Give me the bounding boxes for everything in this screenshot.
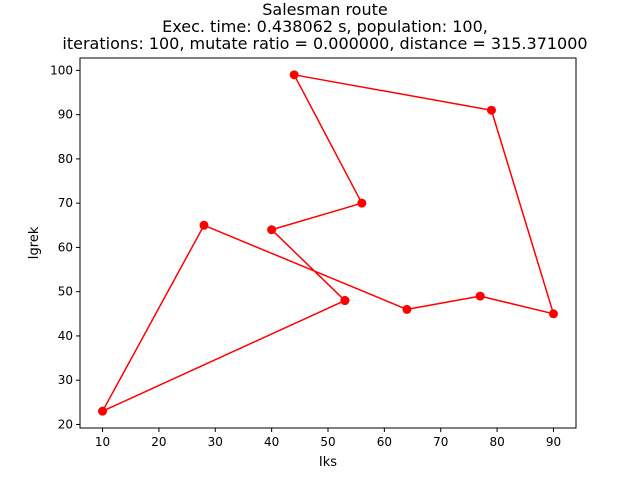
route-point <box>357 198 367 208</box>
y-tick-label: 60 <box>58 240 73 254</box>
y-tick-label: 90 <box>58 108 73 122</box>
subtitle-line: Exec. time: 0.438062 s, population: 100, <box>162 17 488 36</box>
title-line: Salesman route <box>262 0 387 19</box>
route-point <box>486 105 496 115</box>
y-tick-label: 100 <box>50 63 73 77</box>
x-tick-label: 40 <box>264 435 279 449</box>
chart-title: Salesman route Exec. time: 0.438062 s, p… <box>62 0 587 53</box>
x-tick-label: 90 <box>546 435 561 449</box>
route-point <box>475 291 485 301</box>
subtitle-line: iterations: 100, mutate ratio = 0.000000… <box>62 34 587 53</box>
route-point <box>548 309 558 319</box>
route-point <box>98 406 108 416</box>
y-tick-label: 80 <box>58 152 73 166</box>
x-tick-label: 70 <box>433 435 448 449</box>
x-tick-label: 60 <box>377 435 392 449</box>
x-axis-ticks: 10 20 30 40 50 60 70 80 90 <box>95 428 561 449</box>
plot-area <box>80 58 576 428</box>
series-layer <box>98 70 558 416</box>
route-point <box>267 225 277 235</box>
x-tick-label: 20 <box>151 435 166 449</box>
x-tick-label: 80 <box>489 435 504 449</box>
y-tick-label: 40 <box>58 329 73 343</box>
y-axis-ticks: 20 30 40 50 60 70 80 90 100 <box>50 63 80 431</box>
route-point <box>289 70 299 80</box>
x-axis-label: Iks <box>319 455 337 470</box>
y-tick-label: 50 <box>58 285 73 299</box>
x-tick-label: 10 <box>95 435 110 449</box>
y-axis-label: Igrek <box>27 226 42 259</box>
route-point <box>199 220 209 230</box>
x-tick-label: 50 <box>320 435 335 449</box>
x-tick-label: 30 <box>208 435 223 449</box>
route-point <box>340 296 350 306</box>
y-tick-label: 70 <box>58 196 73 210</box>
y-tick-label: 20 <box>58 417 73 431</box>
y-tick-label: 30 <box>58 373 73 387</box>
route-point <box>402 304 412 314</box>
